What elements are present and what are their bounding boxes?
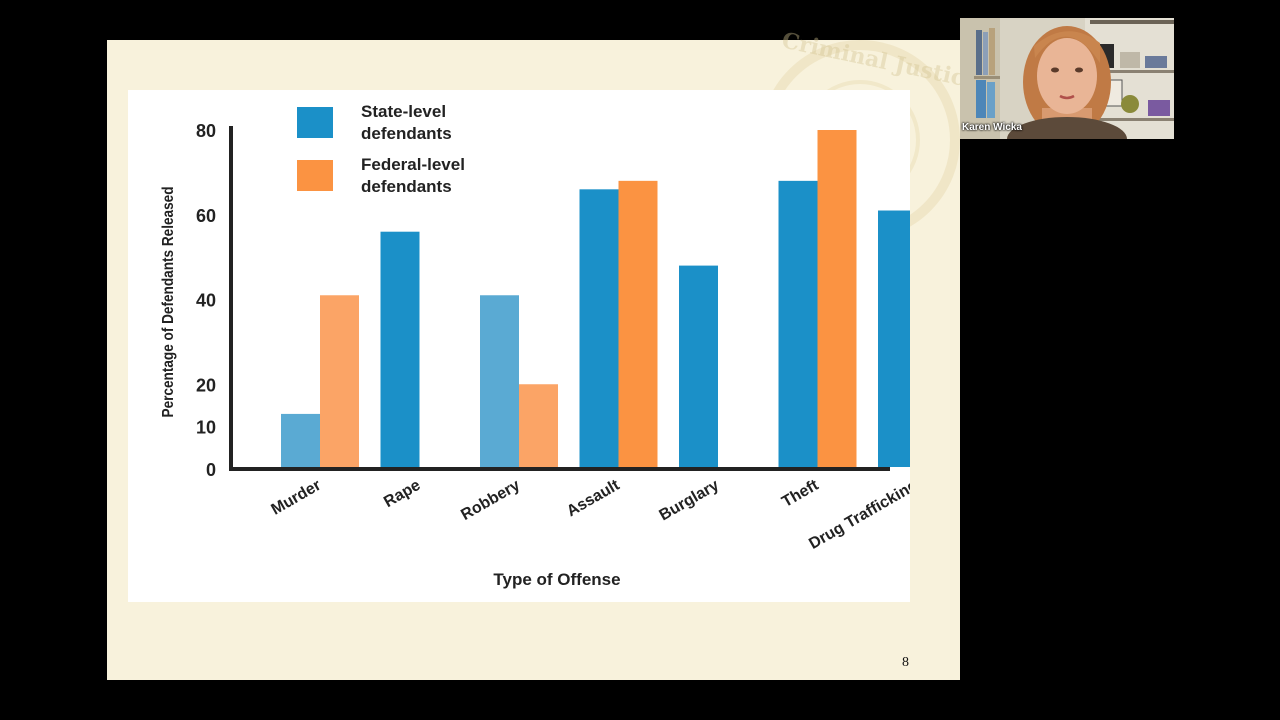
x-tick-label: Robbery bbox=[458, 477, 523, 524]
legend-swatch-federal bbox=[297, 160, 333, 191]
y-tick-label: 40 bbox=[196, 291, 216, 311]
y-axis-title: Percentage of Defendants Released bbox=[160, 187, 177, 418]
x-tick-label: Rape bbox=[381, 477, 423, 511]
x-tick-label: Burglary bbox=[657, 477, 723, 525]
y-tick-label: 0 bbox=[206, 460, 216, 480]
face-shape bbox=[1037, 38, 1097, 114]
bar-federal-robbery bbox=[519, 384, 558, 467]
bar-state-theft bbox=[778, 180, 818, 467]
participant-name-label: Karen Wicka bbox=[962, 122, 1022, 133]
clothing-shape bbox=[1007, 117, 1127, 139]
page-number: 8 bbox=[902, 655, 909, 670]
bar-chart: 0 10 20 40 60 80 Percentage of Defendants Rele… bbox=[128, 90, 910, 602]
bar-state-assault bbox=[579, 189, 619, 467]
y-tick-label: 60 bbox=[196, 206, 216, 226]
chart-svg: 0 10 20 40 60 80 Percentage of Defendants Rele… bbox=[160, 102, 910, 589]
bar-state-burglary bbox=[679, 265, 718, 467]
bar-federal-theft bbox=[817, 130, 857, 467]
legend-swatch-state bbox=[297, 107, 333, 138]
legend-label: defendants bbox=[361, 177, 452, 196]
bar-state-murder bbox=[281, 413, 320, 467]
legend-label: Federal-level bbox=[361, 155, 465, 174]
legend-label: defendants bbox=[361, 124, 452, 143]
y-tick-label: 80 bbox=[196, 121, 216, 141]
y-tick-label: 10 bbox=[196, 418, 216, 438]
x-axis-title: Type of Offense bbox=[493, 570, 620, 589]
bar-state-rape bbox=[380, 231, 420, 467]
bar-state-drug-trafficking bbox=[878, 210, 910, 467]
x-tick-label: Theft bbox=[779, 476, 822, 511]
x-tick-label: Assault bbox=[564, 476, 623, 520]
participant-video-frame bbox=[960, 18, 1174, 139]
bar-federal-murder bbox=[320, 295, 359, 467]
bar-federal-assault bbox=[618, 180, 658, 467]
bar-state-robbery bbox=[480, 295, 519, 467]
participant-video[interactable] bbox=[960, 18, 1174, 139]
x-tick-label: Murder bbox=[269, 477, 324, 519]
legend-label: State-level bbox=[361, 102, 446, 121]
x-tick-label: Drug Trafficking bbox=[806, 477, 910, 553]
y-tick-label: 20 bbox=[196, 375, 216, 395]
